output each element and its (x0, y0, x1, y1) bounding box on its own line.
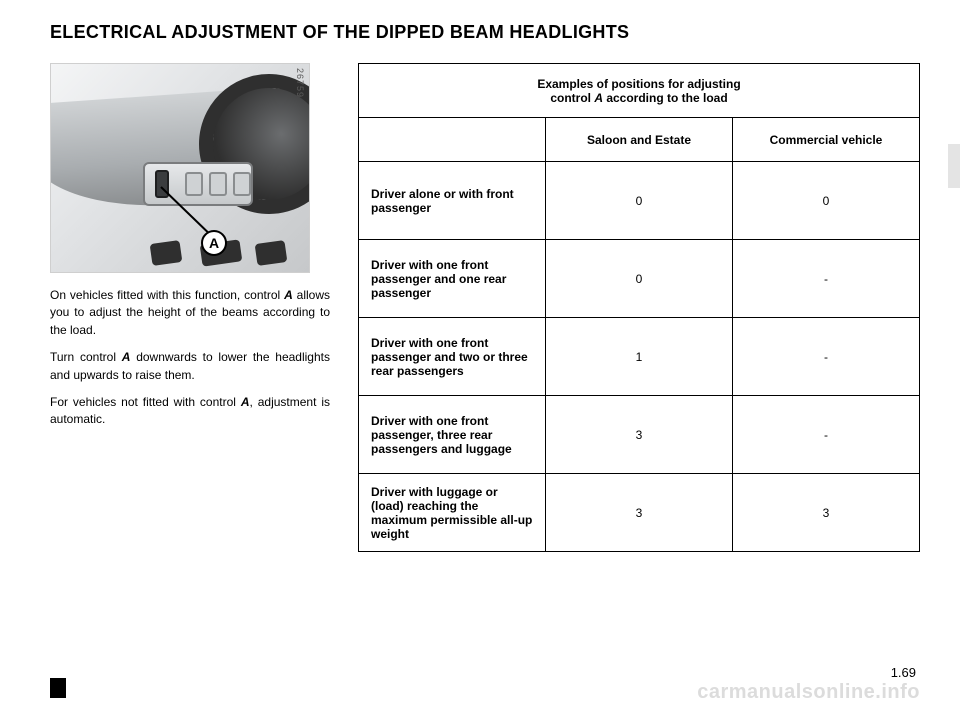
pedal-shape (150, 240, 183, 266)
row-commercial: 3 (733, 474, 920, 552)
description-text: On vehicles fitted with this function, c… (50, 287, 330, 429)
row-desc: Driver with luggage or (load) reaching t… (359, 474, 546, 552)
row-desc: Driver with one front passenger, three r… (359, 396, 546, 474)
dashboard-photo: A 26759 (50, 63, 310, 273)
row-desc: Driver alone or with front passenger (359, 162, 546, 240)
pedal-shape (255, 240, 288, 266)
table-row: Driver with luggage or (load) reaching t… (359, 474, 920, 552)
table-row: Driver with one front passenger and one … (359, 240, 920, 318)
table-col3-header: Commercial vehicle (733, 118, 920, 162)
two-column-layout: A 26759 On vehicles fitted with this fun… (50, 63, 920, 552)
table-row: Driver with one front passenger, three r… (359, 396, 920, 474)
row-commercial: - (733, 318, 920, 396)
callout-label-a: A (201, 230, 227, 256)
row-saloon: 0 (546, 240, 733, 318)
row-saloon: 1 (546, 318, 733, 396)
paragraph-2: Turn control A downwards to lower the he… (50, 349, 330, 384)
paragraph-3: For vehicles not fitted with control A, … (50, 394, 330, 429)
table-row: Driver with one front passenger and two … (359, 318, 920, 396)
table-col2-header: Saloon and Estate (546, 118, 733, 162)
row-commercial: 0 (733, 162, 920, 240)
watermark-text: carmanualsonline.info (697, 681, 920, 704)
page-title: ELECTRICAL ADJUSTMENT OF THE DIPPED BEAM… (50, 22, 920, 43)
aux-buttons (185, 172, 251, 196)
manual-page: ELECTRICAL ADJUSTMENT OF THE DIPPED BEAM… (0, 0, 960, 710)
right-column: Examples of positions for adjusting cont… (358, 63, 920, 552)
left-column: A 26759 On vehicles fitted with this fun… (50, 63, 330, 552)
table-col1-header (359, 118, 546, 162)
paragraph-1: On vehicles fitted with this function, c… (50, 287, 330, 339)
section-tab-mark (50, 678, 66, 698)
table-row: Driver alone or with front passenger 0 0 (359, 162, 920, 240)
row-saloon: 3 (546, 396, 733, 474)
adjustment-table: Examples of positions for adjusting cont… (358, 63, 920, 552)
page-number: 1.69 (891, 665, 916, 680)
table-top-header: Examples of positions for adjusting cont… (359, 64, 920, 118)
edge-tab-mark (948, 144, 960, 188)
image-reference-number: 26759 (295, 68, 305, 98)
row-commercial: - (733, 396, 920, 474)
row-saloon: 3 (546, 474, 733, 552)
row-desc: Driver with one front passenger and one … (359, 240, 546, 318)
row-saloon: 0 (546, 162, 733, 240)
row-commercial: - (733, 240, 920, 318)
row-desc: Driver with one front passenger and two … (359, 318, 546, 396)
